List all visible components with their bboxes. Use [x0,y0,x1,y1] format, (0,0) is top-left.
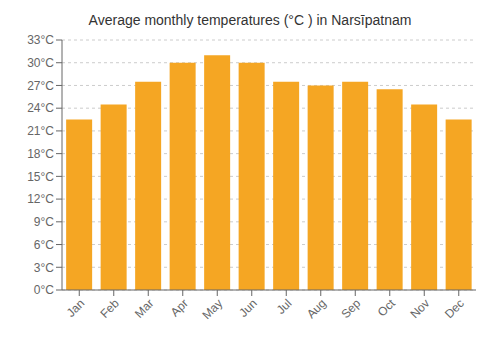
svg-text:Mar: Mar [132,296,157,321]
svg-text:18°C: 18°C [27,147,54,161]
svg-text:May: May [199,296,225,322]
svg-text:24°C: 24°C [27,101,54,115]
svg-text:Dec: Dec [442,296,467,321]
svg-text:Jul: Jul [274,296,295,317]
svg-text:15°C: 15°C [27,170,54,184]
svg-text:3°C: 3°C [34,261,54,275]
svg-text:Aug: Aug [304,296,329,321]
svg-text:0°C: 0°C [34,283,54,297]
svg-text:9°C: 9°C [34,215,54,229]
svg-text:12°C: 12°C [27,192,54,206]
html-text:Average monthly temperatures (: Average monthly temperatures (°C ) in Na… [88,12,412,28]
svg-text:Jan: Jan [64,296,88,320]
svg-text:Feb: Feb [97,296,122,321]
svg-text:33°C: 33°C [27,33,54,47]
svg-text:27°C: 27°C [27,79,54,93]
svg-text:30°C: 30°C [27,56,54,70]
svg-text:6°C: 6°C [34,238,54,252]
svg-text:Apr: Apr [168,296,191,319]
svg-text:Jun: Jun [236,296,260,320]
svg-text:Oct: Oct [375,296,399,320]
svg-text:21°C: 21°C [27,124,54,138]
svg-text:Sep: Sep [338,296,363,321]
svg-text:Nov: Nov [407,296,432,321]
